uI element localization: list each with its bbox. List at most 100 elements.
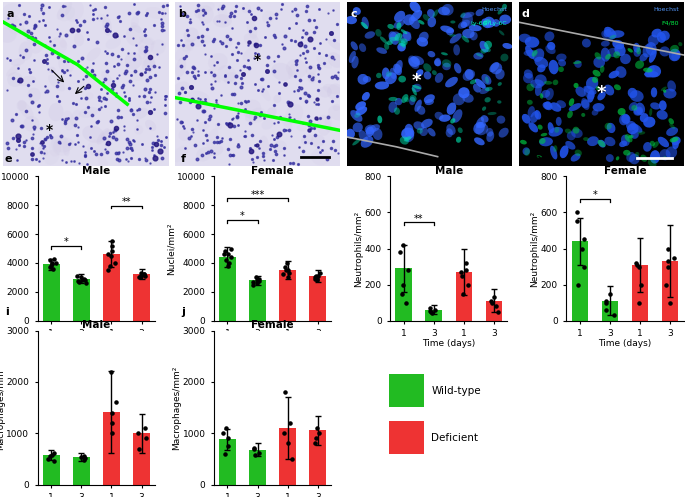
Ellipse shape — [470, 80, 476, 84]
Ellipse shape — [615, 66, 627, 78]
Ellipse shape — [388, 24, 394, 29]
Ellipse shape — [499, 128, 509, 138]
Ellipse shape — [553, 80, 558, 85]
Ellipse shape — [499, 30, 504, 35]
Ellipse shape — [631, 131, 639, 139]
Ellipse shape — [404, 97, 410, 102]
Point — [427, 309, 438, 317]
Ellipse shape — [593, 70, 601, 77]
Ellipse shape — [427, 128, 436, 137]
Point — [251, 276, 262, 284]
Bar — [662, 261, 678, 321]
Ellipse shape — [101, 71, 113, 86]
Ellipse shape — [449, 33, 462, 44]
Text: Wild-type: Wild-type — [432, 386, 481, 396]
Point — [80, 276, 91, 284]
Ellipse shape — [613, 51, 620, 58]
Ellipse shape — [597, 140, 606, 147]
Ellipse shape — [105, 37, 121, 49]
Ellipse shape — [600, 66, 604, 73]
Ellipse shape — [5, 14, 20, 25]
Point — [456, 268, 466, 276]
Ellipse shape — [537, 65, 545, 73]
Y-axis label: Neutrophils/mm²: Neutrophils/mm² — [530, 210, 539, 287]
Ellipse shape — [477, 122, 486, 128]
Point — [75, 453, 86, 461]
Ellipse shape — [323, 84, 341, 94]
Ellipse shape — [545, 88, 553, 100]
Ellipse shape — [49, 37, 67, 54]
Ellipse shape — [581, 98, 590, 110]
Ellipse shape — [297, 124, 306, 132]
Ellipse shape — [554, 127, 560, 133]
Ellipse shape — [648, 35, 659, 46]
Ellipse shape — [74, 33, 84, 46]
Ellipse shape — [262, 119, 273, 130]
Point — [314, 429, 325, 437]
Point — [601, 297, 612, 305]
Ellipse shape — [11, 58, 25, 66]
Ellipse shape — [629, 102, 638, 111]
Ellipse shape — [57, 6, 75, 21]
Ellipse shape — [98, 155, 108, 169]
Ellipse shape — [484, 41, 492, 49]
Ellipse shape — [544, 101, 551, 109]
Ellipse shape — [439, 114, 451, 122]
Point — [49, 449, 60, 457]
Ellipse shape — [575, 86, 586, 97]
Ellipse shape — [438, 6, 450, 15]
Ellipse shape — [524, 70, 533, 79]
Ellipse shape — [361, 22, 369, 29]
Point — [105, 262, 116, 270]
Point — [222, 250, 233, 258]
Ellipse shape — [473, 52, 484, 60]
Ellipse shape — [482, 18, 491, 28]
Ellipse shape — [621, 114, 630, 124]
Point — [488, 293, 499, 301]
Ellipse shape — [607, 123, 615, 133]
Point — [134, 273, 145, 281]
Point — [278, 270, 289, 278]
Ellipse shape — [630, 90, 644, 102]
Text: *: * — [46, 123, 53, 137]
Point — [222, 442, 233, 450]
Point — [577, 245, 588, 252]
Text: **: ** — [414, 214, 423, 224]
Text: *: * — [412, 72, 421, 90]
Ellipse shape — [327, 83, 343, 99]
Point — [662, 257, 673, 265]
Ellipse shape — [351, 56, 359, 69]
Title: Male: Male — [82, 166, 110, 175]
Ellipse shape — [462, 35, 469, 43]
Ellipse shape — [566, 131, 575, 140]
Point — [253, 277, 264, 285]
Bar — [103, 412, 120, 485]
Ellipse shape — [527, 106, 535, 117]
Ellipse shape — [574, 60, 582, 68]
Ellipse shape — [610, 30, 625, 38]
Ellipse shape — [543, 102, 553, 110]
Point — [662, 262, 673, 270]
Ellipse shape — [501, 54, 508, 62]
Ellipse shape — [612, 40, 624, 49]
Ellipse shape — [605, 123, 612, 130]
Point — [310, 434, 321, 442]
Ellipse shape — [86, 92, 94, 99]
Ellipse shape — [535, 156, 542, 158]
Ellipse shape — [556, 100, 566, 108]
Point — [601, 299, 612, 307]
Ellipse shape — [482, 106, 486, 111]
Ellipse shape — [497, 82, 502, 86]
Ellipse shape — [419, 32, 429, 42]
Ellipse shape — [558, 67, 564, 72]
Point — [669, 253, 680, 261]
Ellipse shape — [416, 106, 425, 115]
Ellipse shape — [23, 116, 40, 132]
Ellipse shape — [286, 59, 308, 78]
Text: f: f — [181, 154, 186, 164]
Ellipse shape — [206, 128, 219, 148]
Ellipse shape — [524, 148, 530, 156]
Ellipse shape — [70, 110, 80, 125]
Ellipse shape — [393, 64, 402, 75]
Ellipse shape — [651, 87, 657, 97]
